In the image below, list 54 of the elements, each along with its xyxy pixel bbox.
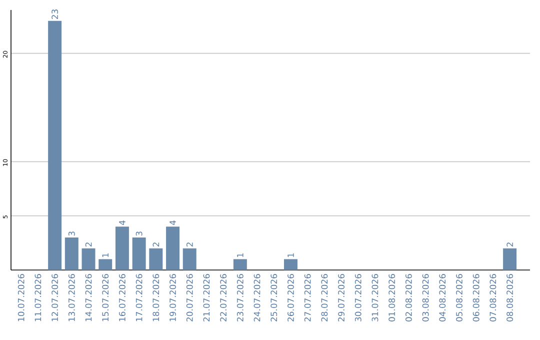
bar xyxy=(233,259,247,270)
x-tick-label: 07.08.2026 xyxy=(490,274,496,322)
x-tick-label: 17.07.2026 xyxy=(136,274,142,322)
x-tick-label: 26.07.2026 xyxy=(288,274,294,322)
x-tick-label: 16.07.2026 xyxy=(119,274,126,322)
x-tick-label: 30.07.2026 xyxy=(354,274,362,322)
x-tick-label: 10.07.2026 xyxy=(18,274,24,322)
x-tick-label: 29.07.2026 xyxy=(338,274,344,322)
x-tick-label: 27.07.2026 xyxy=(304,274,311,322)
bar xyxy=(48,20,62,270)
x-tick-label: 20.07.2026 xyxy=(186,274,193,322)
data-label: 4 xyxy=(170,220,176,226)
x-tick-label: 06.08.2026 xyxy=(472,274,480,322)
x-tick-label: 23.07.2026 xyxy=(236,274,244,322)
data-label: 2 xyxy=(85,242,92,247)
data-label: 2 xyxy=(152,242,160,247)
x-tick-label: 18.07.2026 xyxy=(152,274,160,322)
x-tick-label: 13.07.2026 xyxy=(68,274,75,322)
data-label: 1 xyxy=(237,253,244,258)
data-label: 3 xyxy=(136,232,142,236)
x-tick-label: 25.07.2026 xyxy=(270,274,278,322)
bar xyxy=(132,238,146,270)
x-tick-label: 31.07.2026 xyxy=(372,274,378,322)
bar xyxy=(182,248,196,270)
x-tick-label: 04.08.2026 xyxy=(439,274,446,322)
bar xyxy=(166,226,180,270)
x-tick-label: 12.07.2026 xyxy=(52,274,58,322)
data-label: 4 xyxy=(119,220,126,226)
x-tick-label: 19.07.2026 xyxy=(170,274,176,322)
bar xyxy=(503,248,517,270)
data-label: 1 xyxy=(102,253,108,258)
x-tick-label: 01.08.2026 xyxy=(388,274,396,322)
data-label: 3 xyxy=(68,232,75,236)
x-tick-label: 03.08.2026 xyxy=(422,274,429,322)
x-tick-label: 15.07.2026 xyxy=(102,274,109,322)
x-tick-label: 08.08.2026 xyxy=(506,274,513,322)
x-tick-label: 02.08.2026 xyxy=(405,274,412,322)
data-label: 1 xyxy=(288,253,294,258)
bar xyxy=(284,259,298,270)
bar xyxy=(64,238,78,270)
x-tick-label: 05.08.2026 xyxy=(456,274,462,322)
x-tick-label: 28.07.2026 xyxy=(321,274,328,322)
x-tick-label: 24.07.2026 xyxy=(254,274,260,322)
bar xyxy=(149,248,163,270)
bar xyxy=(115,226,129,270)
x-tick-label: 22.07.2026 xyxy=(220,274,227,322)
bar xyxy=(98,259,112,270)
x-tick-label: 11.07.2026 xyxy=(34,274,42,322)
data-label: 2 xyxy=(506,242,513,247)
data-label: 2 xyxy=(186,242,193,247)
bar xyxy=(82,248,96,270)
data-label: 23 xyxy=(52,10,58,20)
x-tick-label: 21.07.2026 xyxy=(203,274,210,322)
x-tick-label: 14.07.2026 xyxy=(85,274,92,322)
